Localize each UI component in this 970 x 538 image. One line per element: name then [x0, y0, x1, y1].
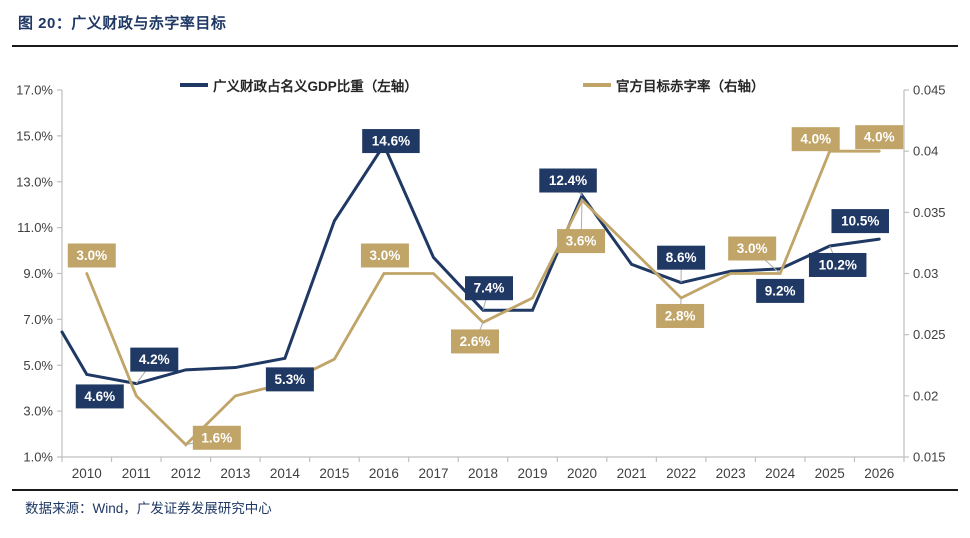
- data-label-box: [362, 129, 420, 154]
- y-right-tick-label: 0.035: [913, 205, 946, 220]
- data-label-value: 7.4%: [474, 281, 505, 296]
- y-left-tick-label: 9.0%: [23, 266, 53, 281]
- x-tick-label: 2019: [518, 466, 548, 481]
- axes: [57, 89, 909, 462]
- data-label-value: 5.3%: [274, 372, 305, 387]
- y-left-tick-label: 7.0%: [23, 312, 53, 327]
- data-label-box: [465, 276, 513, 301]
- legend-label-broad-fiscal: 广义财政占名义GDP比重（左轴）: [213, 79, 418, 94]
- data-label-value: 2.6%: [460, 334, 491, 349]
- y-right-tick-label: 0.025: [913, 327, 946, 342]
- x-tick-label: 2013: [220, 466, 250, 481]
- data-label-box: [657, 245, 706, 270]
- series-line-broad-fiscal: [60, 141, 881, 386]
- y-left-tick-label: 3.0%: [23, 404, 53, 419]
- x-tick-label: 2024: [765, 466, 796, 481]
- data-label-box: [831, 209, 889, 234]
- data-label-box: [808, 252, 867, 277]
- legend-label-deficit-target: 官方目标赤字率（右轴）: [616, 79, 765, 94]
- x-tick-label: 2016: [369, 466, 399, 481]
- y-right-tick-label: 0.04: [913, 144, 938, 159]
- x-tick-label: 2017: [418, 466, 448, 481]
- data-label-box: [67, 243, 116, 268]
- data-label-value: 3.0%: [76, 248, 107, 263]
- y-left-tick-label: 13.0%: [16, 174, 53, 189]
- data-label-value: 4.6%: [84, 389, 115, 404]
- data-label-box: [557, 229, 606, 254]
- data-label-callouts: 4.6% 4.2% 5.3% 14.6% 7.4% 12.4% 8.6% 9.2% 10.2% 1…: [67, 125, 904, 450]
- data-label-value: 3.0%: [370, 248, 401, 263]
- y-left-tick-label: 1.0%: [23, 450, 53, 465]
- x-tick-label: 2025: [815, 466, 845, 481]
- legend-item-broad-fiscal: 广义财政占名义GDP比重（左轴）: [180, 76, 418, 94]
- data-source: 数据来源：Wind，广发证券发展研究中心: [25, 501, 272, 516]
- data-label-value: 9.2%: [765, 283, 796, 298]
- x-tick-label: 2010: [72, 466, 102, 481]
- legend-swatch-broad-fiscal-line: [180, 83, 208, 87]
- axis-tick-labels: 17.0% 15.0% 13.0% 11.0% 9.0% 7.0% 5.0% 3.0% 1.0%…: [16, 83, 945, 482]
- data-label-box: [855, 125, 904, 150]
- data-label-box: [656, 303, 705, 328]
- figure-title: 图 20：广义财政与赤字率目标: [18, 15, 227, 32]
- title-divider: [12, 45, 958, 47]
- data-label-value: 12.4%: [549, 173, 587, 188]
- data-label-box: [791, 127, 840, 152]
- legend-item-deficit-target: 官方目标赤字率（右轴）: [583, 76, 765, 94]
- data-label-value: 10.5%: [841, 214, 879, 229]
- y-left-tick-label: 11.0%: [17, 220, 53, 235]
- data-label-box: [756, 278, 805, 303]
- data-label-box: [265, 367, 314, 392]
- data-label-box: [451, 329, 499, 354]
- data-label-value: 4.0%: [864, 130, 895, 145]
- x-tick-label: 2022: [666, 466, 696, 481]
- x-tick-label: 2014: [270, 466, 301, 481]
- y-right-tick-label: 0.045: [913, 83, 946, 98]
- data-label-value: 4.0%: [800, 132, 831, 147]
- dual-axis-line-chart: 17.0% 15.0% 13.0% 11.0% 9.0% 7.0% 5.0% 3.0% 1.0%…: [16, 83, 945, 482]
- x-tick-label: 2015: [319, 466, 349, 481]
- x-tick-label: 2012: [171, 466, 201, 481]
- x-tick-label: 2026: [864, 466, 894, 481]
- data-label-value: 3.6%: [566, 234, 597, 249]
- x-tick-label: 2021: [617, 466, 647, 481]
- data-label-box: [360, 243, 409, 268]
- data-label-box: [728, 236, 777, 261]
- data-label-box: [75, 384, 124, 409]
- data-label-box: [192, 425, 241, 450]
- x-tick-label: 2020: [567, 466, 597, 481]
- data-label-value: 1.6%: [201, 430, 232, 445]
- data-label-box: [539, 168, 597, 193]
- y-left-tick-label: 15.0%: [16, 128, 53, 143]
- data-label-box: [130, 347, 179, 372]
- x-tick-label: 2011: [122, 466, 151, 481]
- legend-swatch-deficit-target-line: [583, 83, 611, 87]
- y-right-tick-label: 0.03: [913, 266, 938, 281]
- y-right-tick-label: 0.015: [913, 450, 946, 465]
- data-label-value: 8.6%: [666, 250, 697, 265]
- data-label-value: 10.2%: [819, 257, 857, 272]
- label-leader-lines: [135, 180, 839, 446]
- y-left-tick-label: 17.0%: [16, 83, 53, 98]
- data-label-value: 4.2%: [139, 352, 170, 367]
- x-tick-label: 2023: [716, 466, 746, 481]
- x-tick-label: 2018: [468, 466, 498, 481]
- data-label-value: 2.8%: [665, 308, 696, 323]
- y-right-tick-label: 0.02: [913, 388, 938, 403]
- data-label-value: 14.6%: [372, 134, 410, 149]
- data-label-value: 3.0%: [737, 241, 768, 256]
- footer-divider: [12, 489, 958, 491]
- y-left-tick-label: 5.0%: [23, 358, 53, 373]
